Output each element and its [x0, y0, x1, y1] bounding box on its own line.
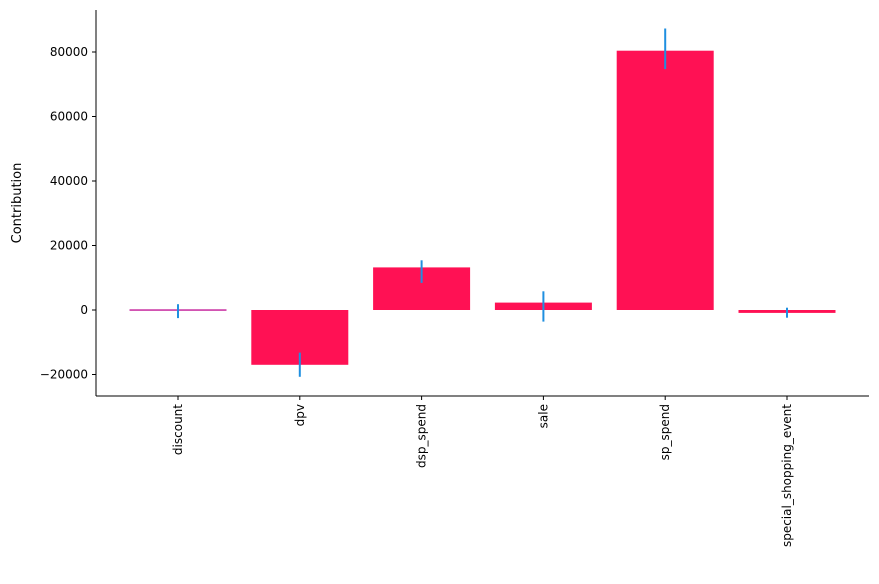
- y-tick-label: 60000: [50, 110, 88, 124]
- y-ticks: −20000 0 20000 40000 60000 80000: [40, 45, 96, 382]
- y-axis-label: Contribution: [10, 163, 25, 244]
- x-tick-label: dsp_spend: [415, 404, 429, 468]
- bar-sp_spend: [616, 50, 714, 310]
- y-tick-label: 80000: [50, 45, 88, 59]
- x-tick-label: sp_spend: [658, 404, 672, 460]
- y-tick-label: 0: [80, 303, 88, 317]
- x-tick-label: discount: [171, 404, 185, 455]
- x-tick-label: special_shopping_event: [780, 404, 794, 547]
- bars-layer: [129, 50, 836, 365]
- y-tick-label: 20000: [50, 239, 88, 253]
- error-bars-layer: [177, 28, 788, 377]
- axes-layer: [95, 10, 869, 397]
- x-tick-label: sale: [536, 404, 550, 428]
- y-tick-label: 40000: [50, 174, 88, 188]
- y-tick-label: −20000: [40, 368, 88, 382]
- x-tick-label: dpv: [293, 404, 307, 426]
- x-ticks: discount dpv dsp_spend sale sp_spend special_…: [171, 396, 794, 547]
